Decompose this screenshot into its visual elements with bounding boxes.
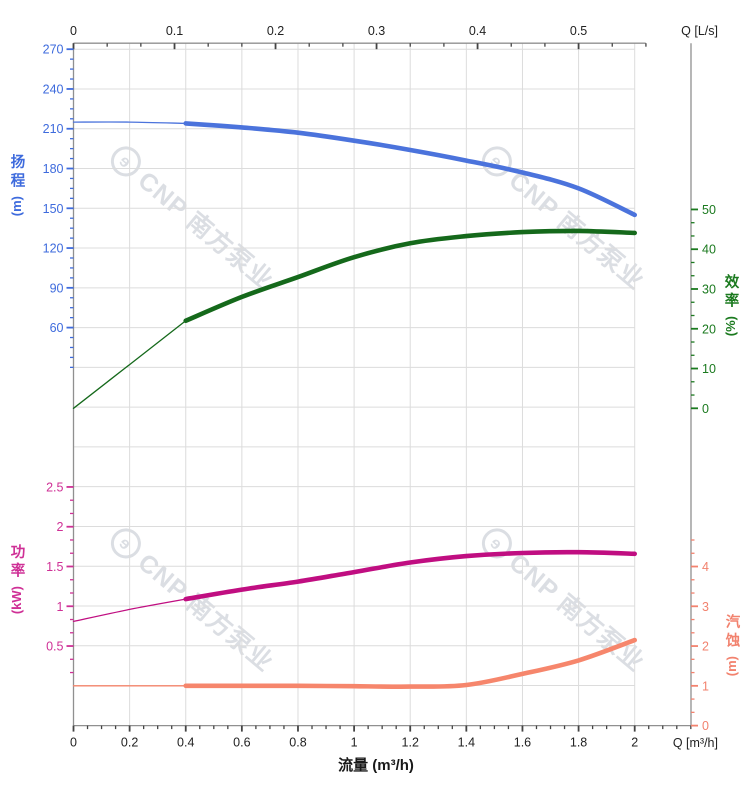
- svg-text:2: 2: [631, 736, 638, 750]
- svg-text:1.6: 1.6: [514, 736, 531, 750]
- npsh-axis-title: 汽蚀 (m): [723, 614, 740, 677]
- efficiency-axis-title: 效率 (%): [722, 274, 739, 337]
- npsh-curve: [72, 637, 637, 689]
- svg-text:1: 1: [351, 736, 358, 750]
- efficiency-axis-title-text: 效率: [722, 274, 739, 311]
- svg-text:1: 1: [702, 679, 709, 693]
- npsh-axis-minor-ticks: [691, 539, 695, 713]
- power-axis-title: 功率 (kW): [8, 544, 25, 615]
- svg-text:1: 1: [57, 600, 64, 614]
- top-axis-tick-labels: 0 0.1 0.2 0.3 0.4 0.5: [70, 24, 587, 38]
- gridlines: [73, 43, 636, 726]
- power-axis-tick-labels: 0.5 1 1.5 2 2.5: [46, 480, 63, 653]
- svg-text:0.8: 0.8: [289, 736, 306, 750]
- svg-text:50: 50: [702, 203, 716, 217]
- power-curve: [72, 549, 637, 623]
- svg-text:30: 30: [702, 282, 716, 296]
- efficiency-axis-minor-ticks: [691, 222, 695, 396]
- head-axis-unit: (m): [8, 196, 24, 217]
- svg-text:10: 10: [702, 362, 716, 376]
- npsh-axis-tick-labels: 0 1 2 3 4: [702, 560, 709, 733]
- head-curve: [72, 121, 637, 218]
- svg-text:180: 180: [43, 162, 64, 176]
- npsh-axis-major-ticks: [691, 565, 698, 727]
- bottom-axis-major-ticks: [72, 725, 636, 732]
- svg-text:0.6: 0.6: [233, 736, 250, 750]
- svg-text:90: 90: [50, 281, 64, 295]
- svg-text:240: 240: [43, 82, 64, 96]
- npsh-axis-title-text: 汽蚀: [723, 614, 740, 651]
- power-axis-unit: (kW): [8, 586, 24, 615]
- top-axis-unit-label: Q [L/s]: [681, 24, 718, 38]
- svg-text:0: 0: [702, 719, 709, 733]
- head-axis-major-ticks: [66, 48, 74, 329]
- svg-text:1.5: 1.5: [46, 560, 63, 574]
- svg-text:0.5: 0.5: [46, 640, 63, 654]
- svg-text:0: 0: [70, 24, 77, 38]
- svg-text:150: 150: [43, 202, 64, 216]
- top-axis-minor-ticks: [106, 43, 647, 47]
- x-axis-title: 流量 (m³/h): [338, 757, 414, 774]
- svg-text:2: 2: [57, 520, 64, 534]
- svg-text:210: 210: [43, 122, 64, 136]
- efficiency-axis-unit: (%): [722, 316, 738, 337]
- svg-text:1.4: 1.4: [458, 736, 475, 750]
- head-axis-tick-labels: 60 90 120 150 180 210 240 270: [43, 43, 64, 335]
- svg-text:1.2: 1.2: [402, 736, 419, 750]
- axis-lines: [72, 42, 692, 727]
- efficiency-axis-major-ticks: [691, 208, 698, 410]
- svg-text:0: 0: [702, 402, 709, 416]
- bottom-axis-unit-label: Q [m³/h]: [672, 736, 718, 750]
- svg-text:2.5: 2.5: [46, 480, 63, 494]
- bottom-axis-tick-labels: 0 0.2 0.4 0.6 0.8 1 1.2 1.4 1.6 1.8 2: [70, 736, 638, 750]
- svg-text:0.4: 0.4: [469, 24, 486, 38]
- svg-text:20: 20: [702, 322, 716, 336]
- npsh-axis-unit: (m): [723, 656, 739, 677]
- svg-text:4: 4: [702, 560, 709, 574]
- svg-text:0.5: 0.5: [570, 24, 587, 38]
- efficiency-curve: [72, 228, 637, 409]
- top-axis-major-ticks: [72, 43, 580, 50]
- svg-text:270: 270: [43, 43, 64, 57]
- head-axis-title-text: 扬程: [8, 154, 25, 191]
- svg-text:0.2: 0.2: [121, 736, 138, 750]
- head-axis-minor-ticks: [70, 58, 74, 369]
- svg-text:0.1: 0.1: [166, 24, 183, 38]
- svg-text:0.2: 0.2: [267, 24, 284, 38]
- svg-text:0: 0: [70, 736, 77, 750]
- efficiency-axis-tick-labels: 0 10 20 30 40 50: [702, 203, 716, 416]
- svg-text:120: 120: [43, 242, 64, 256]
- svg-text:60: 60: [50, 321, 64, 335]
- power-axis-title-text: 功率: [8, 544, 25, 581]
- svg-text:3: 3: [702, 600, 709, 614]
- svg-text:40: 40: [702, 243, 716, 257]
- head-axis-title: 扬程 (m): [8, 154, 25, 217]
- svg-text:1.8: 1.8: [570, 736, 587, 750]
- svg-text:0.4: 0.4: [177, 736, 194, 750]
- power-axis-minor-ticks: [70, 499, 74, 674]
- bottom-axis-minor-ticks: [86, 725, 692, 730]
- svg-text:0.3: 0.3: [368, 24, 385, 38]
- power-axis-major-ticks: [66, 486, 74, 647]
- svg-text:2: 2: [702, 640, 709, 654]
